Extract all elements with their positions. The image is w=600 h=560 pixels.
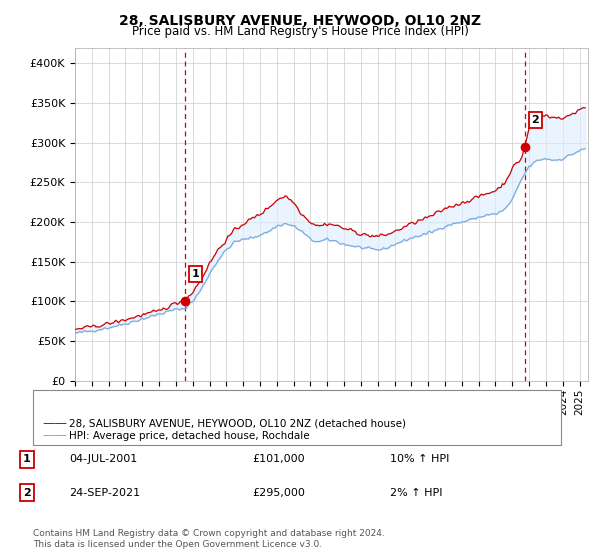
Text: 1: 1 [23, 454, 31, 464]
Text: 2% ↑ HPI: 2% ↑ HPI [390, 488, 443, 498]
Text: HPI: Average price, detached house, Rochdale: HPI: Average price, detached house, Roch… [69, 431, 310, 441]
Text: ——: —— [42, 429, 67, 442]
Text: £101,000: £101,000 [252, 454, 305, 464]
Text: 2: 2 [23, 488, 31, 498]
Text: 2: 2 [532, 115, 539, 125]
Text: 28, SALISBURY AVENUE, HEYWOOD, OL10 2NZ: 28, SALISBURY AVENUE, HEYWOOD, OL10 2NZ [119, 14, 481, 28]
Text: 10% ↑ HPI: 10% ↑ HPI [390, 454, 449, 464]
Text: Price paid vs. HM Land Registry's House Price Index (HPI): Price paid vs. HM Land Registry's House … [131, 25, 469, 38]
Text: This data is licensed under the Open Government Licence v3.0.: This data is licensed under the Open Gov… [33, 540, 322, 549]
Text: 24-SEP-2021: 24-SEP-2021 [69, 488, 140, 498]
Text: 1: 1 [192, 269, 199, 279]
Text: 28, SALISBURY AVENUE, HEYWOOD, OL10 2NZ (detached house): 28, SALISBURY AVENUE, HEYWOOD, OL10 2NZ … [69, 419, 406, 429]
Text: 04-JUL-2001: 04-JUL-2001 [69, 454, 137, 464]
Text: ——: —— [42, 417, 67, 431]
Text: Contains HM Land Registry data © Crown copyright and database right 2024.: Contains HM Land Registry data © Crown c… [33, 529, 385, 538]
Text: £295,000: £295,000 [252, 488, 305, 498]
